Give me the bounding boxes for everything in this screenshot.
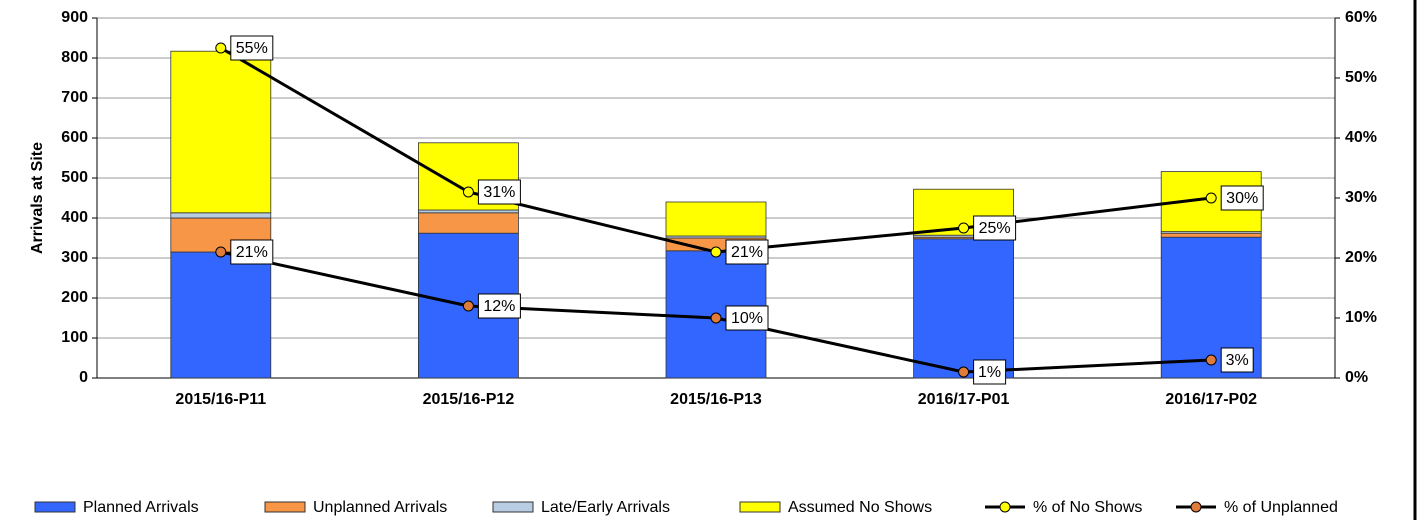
data-label: 31% [483, 184, 515, 201]
x-tick-label: 2015/16-P12 [423, 391, 515, 408]
bar [417, 209, 519, 214]
marker [1205, 192, 1217, 204]
y-tick-label: 400 [61, 209, 88, 226]
bar [170, 251, 272, 379]
legend-label: % of No Shows [1033, 499, 1142, 516]
data-label-box [973, 359, 1007, 385]
data-label-box [1220, 185, 1264, 211]
data-label: 21% [236, 244, 268, 261]
data-label-box [230, 239, 274, 265]
legend-label: Assumed No Shows [788, 499, 932, 516]
legend-swatch [492, 501, 534, 513]
marker [710, 246, 722, 258]
x-tick-label: 2015/16-P13 [670, 391, 762, 408]
bar [170, 50, 272, 214]
marker [462, 186, 474, 198]
y2-tick-label: 20% [1345, 249, 1377, 266]
y2-tick-label: 30% [1345, 189, 1377, 206]
y2-tick-label: 40% [1345, 129, 1377, 146]
marker [958, 222, 970, 234]
bar [1160, 232, 1262, 238]
y-axis-title: Arrivals at Site [29, 142, 46, 254]
legend-label: Unplanned Arrivals [313, 499, 447, 516]
data-label-box [477, 179, 521, 205]
y2-tick-label: 50% [1345, 69, 1377, 86]
legend-label: Planned Arrivals [83, 499, 199, 516]
marker [958, 366, 970, 378]
data-label-box [1220, 347, 1254, 373]
legend-marker [999, 501, 1011, 513]
data-label: 55% [236, 40, 268, 57]
data-label: 30% [1226, 190, 1258, 207]
y2-tick-label: 10% [1345, 309, 1377, 326]
data-label-box [973, 215, 1017, 241]
data-label-box [725, 239, 769, 265]
marker [215, 246, 227, 258]
legend-swatch [264, 501, 306, 513]
y-tick-label: 700 [61, 89, 88, 106]
y-tick-label: 200 [61, 289, 88, 306]
y-tick-label: 600 [61, 129, 88, 146]
y2-tick-label: 0% [1345, 369, 1368, 386]
data-label: 1% [978, 364, 1001, 381]
marker [1205, 354, 1217, 366]
marker [710, 312, 722, 324]
data-label-box [477, 293, 521, 319]
bar [665, 201, 767, 237]
data-label-box [230, 35, 274, 61]
y-tick-label: 100 [61, 329, 88, 346]
bar [913, 238, 1014, 379]
legend-swatch [34, 501, 76, 513]
y-tick-label: 500 [61, 169, 88, 186]
y2-tick-label: 60% [1345, 9, 1377, 26]
legend-label: % of Unplanned [1224, 499, 1338, 516]
x-tick-label: 2016/17-P02 [1165, 391, 1257, 408]
data-label: 25% [979, 220, 1011, 237]
data-label: 12% [483, 298, 515, 315]
y-tick-label: 900 [61, 9, 88, 26]
bar [417, 212, 519, 234]
y-tick-label: 0 [79, 369, 88, 386]
x-tick-label: 2016/17-P01 [918, 391, 1010, 408]
bar [170, 212, 272, 219]
data-label: 3% [1226, 352, 1249, 369]
data-label: 21% [731, 244, 763, 261]
x-tick-label: 2015/16-P11 [175, 391, 266, 408]
data-label: 10% [731, 310, 763, 327]
legend-label: Late/Early Arrivals [541, 499, 670, 516]
data-label-box [725, 305, 769, 331]
marker [462, 300, 474, 312]
marker [215, 42, 227, 54]
legend-swatch [739, 501, 781, 513]
y-tick-label: 800 [61, 49, 88, 66]
legend-marker [1190, 501, 1202, 513]
y-tick-label: 300 [61, 249, 88, 266]
